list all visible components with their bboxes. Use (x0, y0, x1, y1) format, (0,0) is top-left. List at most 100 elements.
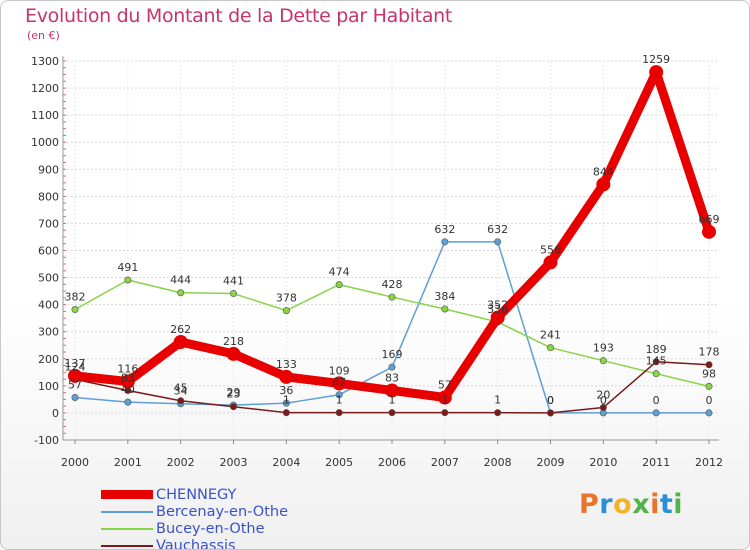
data-label: 57 (68, 378, 82, 391)
data-point (335, 281, 343, 289)
x-tick-label: 2007 (431, 456, 459, 469)
data-point (230, 290, 238, 298)
y-tick-label: 1300 (31, 55, 59, 68)
data-point (332, 376, 347, 391)
x-tick-label: 2011 (642, 456, 670, 469)
y-tick-label: 500 (38, 272, 59, 285)
data-label: 145 (646, 355, 667, 368)
data-label: 382 (65, 291, 86, 304)
data-point (596, 177, 611, 192)
data-label: 218 (223, 335, 244, 348)
data-point (173, 335, 188, 350)
data-label: 193 (593, 342, 614, 355)
y-tick-label: 600 (38, 245, 59, 258)
data-label: 0 (547, 394, 554, 407)
y-tick-label: 400 (38, 299, 59, 312)
data-label: 441 (223, 275, 244, 288)
data-label: 116 (117, 363, 138, 376)
chart-legend: CHENNEGY Bercenay-en-Othe Bucey-en-Othe Vau… (101, 486, 288, 550)
data-point (652, 370, 660, 378)
data-point (388, 409, 396, 417)
data-label: 57 (438, 378, 452, 391)
legend-item: Bucey-en-Othe (101, 520, 288, 537)
y-tick-label: 800 (38, 190, 59, 203)
data-point (282, 307, 290, 315)
x-tick-label: 2005 (325, 456, 353, 469)
data-point (599, 357, 607, 365)
data-point (124, 276, 132, 284)
data-point (177, 289, 185, 297)
legend-label: CHENNEGY (156, 486, 237, 503)
legend-swatch (101, 510, 153, 513)
y-tick-label: 0 (52, 407, 59, 420)
data-label: 98 (702, 367, 716, 380)
x-tick-label: 2009 (537, 456, 565, 469)
data-point (543, 255, 558, 270)
legend-swatch (101, 544, 153, 547)
data-label: 133 (276, 358, 297, 371)
data-point (546, 409, 554, 417)
data-label: 109 (329, 364, 350, 377)
data-point (120, 374, 135, 389)
data-label: 844 (593, 165, 614, 178)
series-chennegy (68, 65, 716, 405)
x-tick-label: 2001 (114, 456, 142, 469)
data-point (68, 368, 82, 383)
legend-item: Bercenay-en-Othe (101, 503, 288, 520)
data-label: 0 (547, 394, 554, 407)
data-point (230, 403, 238, 411)
data-point (226, 346, 241, 361)
data-label: 45 (174, 382, 188, 395)
legend-item: CHENNEGY (101, 486, 288, 503)
data-point (388, 363, 396, 371)
data-label: 189 (646, 343, 667, 356)
data-label: 1 (389, 394, 396, 407)
x-tick-label: 2000 (61, 456, 89, 469)
data-point (649, 65, 664, 80)
data-point (279, 369, 294, 384)
data-point (388, 293, 396, 301)
data-point (705, 409, 713, 417)
data-label: 67 (332, 376, 346, 389)
data-label: 0 (706, 394, 713, 407)
data-label: 40 (121, 383, 135, 396)
data-label: 29 (227, 386, 241, 399)
data-label: 556 (540, 243, 561, 256)
x-tick-label: 2003 (220, 456, 248, 469)
y-tick-label: 1000 (31, 136, 59, 149)
data-label: 1 (441, 394, 448, 407)
y-tick-label: 1200 (31, 82, 59, 95)
data-point (705, 361, 713, 369)
x-tick-label: 2008 (484, 456, 512, 469)
data-point (441, 305, 449, 313)
data-point (494, 238, 502, 246)
data-point (177, 397, 185, 405)
data-point (437, 390, 452, 405)
y-tick-label: 100 (38, 380, 59, 393)
data-point (282, 399, 290, 407)
data-label: 241 (540, 329, 561, 342)
x-tick-label: 2004 (272, 456, 300, 469)
proxiti-logo: Proxiti (579, 489, 684, 520)
x-tick-label: 2012 (695, 456, 723, 469)
legend-swatch (101, 490, 153, 499)
data-point (546, 344, 554, 352)
chart-title: Evolution du Montant de la Dette par Hab… (25, 5, 453, 27)
data-label: 632 (434, 223, 455, 236)
y-tick-label: 700 (38, 217, 59, 230)
legend-label: Bucey-en-Othe (156, 520, 265, 537)
data-point (490, 310, 505, 325)
data-label: 444 (170, 274, 191, 287)
data-label: 1 (336, 394, 343, 407)
data-label: 669 (699, 213, 720, 226)
data-point (441, 409, 449, 417)
x-tick-label: 2002 (167, 456, 195, 469)
data-label: 1 (283, 394, 290, 407)
data-label: 336 (487, 303, 508, 316)
data-label: 124 (65, 360, 86, 373)
legend-label: Vauchassis (156, 537, 236, 550)
data-point (71, 393, 79, 401)
data-label: 428 (382, 278, 403, 291)
data-point (652, 409, 660, 417)
